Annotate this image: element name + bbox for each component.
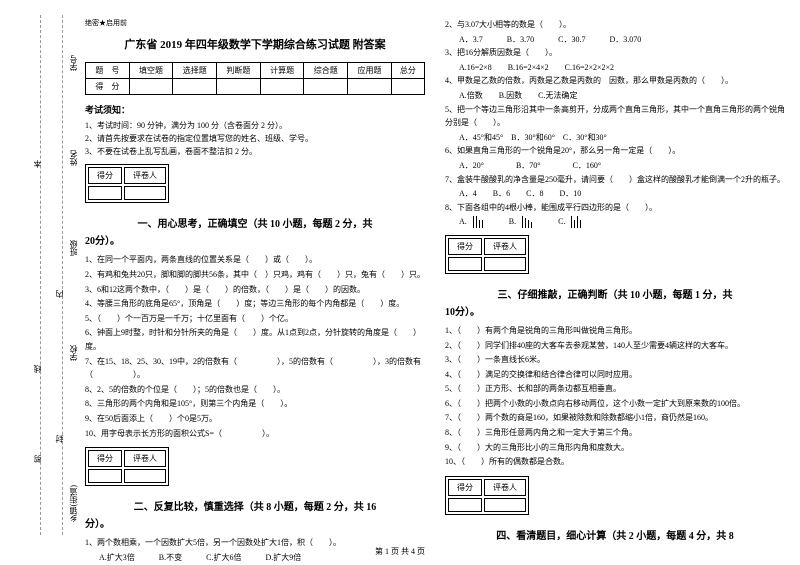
select-question: 2、与3.07大小相等的数是（ ）。 (445, 18, 785, 32)
judge-question: 9、（ ）大的三角形比小的三角形内角和度数大。 (445, 441, 785, 455)
judge-question: 1、（ ）有两个角是锐角的三角形叫做锐角三角形。 (445, 324, 785, 338)
page-footer: 第 1 页 共 4 页 (0, 546, 800, 557)
fill-question: 1、在同一个平面内，两条直线的位置关系是（ ）或（ ）。 (85, 253, 425, 267)
label-class: 班级 (68, 240, 79, 256)
notice-item: 3、不要在试卷上乱写乱画，卷面不整洁扣 2 分。 (85, 146, 425, 159)
section-2-title-cont: 分）。 (85, 515, 425, 530)
select-options: A．20° B．70° C．160° (459, 159, 785, 173)
column-right: 2、与3.07大小相等的数是（ ）。A．3.7 B．3.70 C．30.7 D．… (445, 18, 785, 564)
cut-label-4: 封 (54, 435, 65, 443)
fill-question: 6、钟面上9时整，时针和分针所夹的角是（ ）度。从1点到2点，分针旋转的角度是（… (85, 326, 425, 353)
select-questions: 2、与3.07大小相等的数是（ ）。A．3.7 B．3.70 C．30.7 D．… (445, 18, 785, 214)
section-2-title: 二、反复比较，慎重选择（共 8 小题，每题 2 分，共 16 (85, 498, 425, 513)
label-studentid: 学号 (68, 55, 79, 71)
section-4-title: 四、看清题目，细心计算（共 2 小题，每题 4 分，共 8 (445, 527, 785, 542)
label-name: 姓名 (68, 150, 79, 166)
binding-sidebar: 学号 姓名 班级 学校 乡镇(街道) 本 内 线 封 剪 (12, 15, 77, 535)
select-options: A．3.7 B．3.70 C．30.7 D．3.070 (459, 33, 785, 47)
fill-question: 3、6和12这两个数中，（ ）是（ ）的倍数，（ ）是（ ）的因数。 (85, 283, 425, 297)
notice-header: 考试须知： (85, 103, 425, 116)
grade-box-2: 得分评卷人 (85, 447, 169, 486)
section-3-title-cont: 10分）。 (445, 303, 785, 318)
select-options: A.倍数 B.因数 C.无法确定 (459, 89, 785, 103)
dash-line-2 (62, 15, 63, 535)
select-question: 4、甲数是乙数的倍数，丙数是乙数是丙数的 因数，那么甲数是丙数的（ ）。 (445, 74, 785, 88)
cut-label-2: 内 (54, 290, 65, 298)
select-options: A．4 B．6 C．8 D．10 (459, 187, 785, 201)
judge-question: 2、（ ）同学们排40座的大客车去参观某营，140人至少需要4辆这样的大客车。 (445, 339, 785, 353)
cut-label-1: 本 (32, 160, 43, 168)
judge-question: 4、（ ）满足的交换律和结合律合律可以同时应用。 (445, 368, 785, 382)
fill-questions: 1、在同一个平面内，两条直线的位置关系是（ ）或（ ）。2、有鸡和兔共20只，脚… (85, 253, 425, 440)
fill-question: 7、在15、18、25、30、19中，2的倍数有（ ），5的倍数有（ ），3的倍… (85, 355, 425, 382)
bars-c (571, 216, 581, 228)
select-question: 8、下面各组中的4根小棒，能围成平行四边形的是（ ）。 (445, 201, 785, 215)
cut-label-3: 线 (32, 365, 43, 373)
notice-item: 2、请首先按要求在试卷的指定位置填写您的姓名、班级、学号。 (85, 133, 425, 146)
judge-question: 6、（ ）把两个小数的小数点向右移动两位，这个小数一定扩大到原来数的100倍。 (445, 397, 785, 411)
score-table: 题 号填空题选择题判断题计算题综合题应用题总分 得 分 (85, 62, 425, 95)
judge-question: 7、（ ）两个数的商是160，如果被除数和除数都缩小1倍，商仍然是160。 (445, 411, 785, 425)
fill-question: 10、用字母表示长方形的面积公式S=（ ）。 (85, 427, 425, 441)
fill-question: 8、2、5的倍数的个位是（ ）；5的倍数也是（ ）。 (85, 383, 425, 397)
page-content: 绝密★启用前 广东省 2019 年四年级数学下学期综合练习试题 附答案 题 号填… (85, 18, 785, 564)
judge-question: 8、（ ）三角形任意两内角之和一定大于第三个角。 (445, 426, 785, 440)
fill-question: 4、等腰三角形的底角是65°，顶角是（ ）度；等边三角形的每个内角都是（ ）度。 (85, 297, 425, 311)
judge-question: 3、（ ）一条直线长6米。 (445, 353, 785, 367)
fill-question: 8、三角形的两个内角和是105°，则第三个内角是（ ）。 (85, 397, 425, 411)
cut-label-5: 剪 (32, 455, 43, 463)
section-3-title: 三、仔细推敲，正确判断（共 10 小题，每题 1 分，共 (445, 286, 785, 301)
select-question: 5、把一个等边三角形沿其中一条高剪开，分成两个直角三角形，其中一个直角三角形的两… (445, 103, 785, 130)
grade-box-4: 得分评卷人 (445, 476, 529, 515)
select-question: 7、盒装牛酸酸乳的净含量是250毫升，请问要（ ）盒这样的酸酸乳才能倒满一个2升… (445, 173, 785, 187)
exam-title: 广东省 2019 年四年级数学下学期综合练习试题 附答案 (85, 36, 425, 52)
grade-box-3: 得分评卷人 (445, 235, 529, 274)
notice-list: 1、考试时间：90 分钟，满分为 100 分（含卷面分 2 分）。 2、请首先按… (85, 120, 425, 158)
section-1-title: 一、用心思考，正确填空（共 10 小题，每题 2 分，共 (85, 215, 425, 230)
seal-text: 绝密★启用前 (85, 18, 425, 28)
judge-question: 5、（ ）正方形、长和部的两条边都互相垂直。 (445, 382, 785, 396)
select-options: A.16=2×8 B.16=2×4×2 C.16=2×2×2×2 (459, 61, 785, 75)
select-options: A．45°和45° B．30°和60° C．30°和30° (459, 131, 785, 145)
bars-b (522, 216, 532, 228)
fill-question: 5、（ ）个一百万是一千万；十亿里面有（ ）个亿。 (85, 312, 425, 326)
column-left: 绝密★启用前 广东省 2019 年四年级数学下学期综合练习试题 附答案 题 号填… (85, 18, 425, 564)
label-school: 学校 (68, 345, 79, 361)
bars-a (473, 216, 483, 228)
fill-question: 2、有鸡和兔共20只，脚和脚的脚共56条，其中（ ）只鸡，鸡有（ ）只，兔有（ … (85, 268, 425, 282)
fill-question: 9、在50后面添上（ ）个0是5万。 (85, 412, 425, 426)
section-1-title-cont: 20分）。 (85, 232, 425, 247)
label-town: 乡镇(街道) (68, 485, 79, 522)
bars-options: A. B. C. (459, 215, 785, 229)
select-question: 3、把16分解质因数是（ ）。 (445, 46, 785, 60)
grade-box-1: 得分评卷人 (85, 164, 169, 203)
judge-question: 10、（ ）所有的偶数都是合数。 (445, 455, 785, 469)
score-row-label: 得 分 (86, 79, 130, 95)
notice-item: 1、考试时间：90 分钟，满分为 100 分（含卷面分 2 分）。 (85, 120, 425, 133)
select-question: 6、如果直角三角形的一个锐角是20°，那么另一角一定是（ ）。 (445, 144, 785, 158)
judge-questions: 1、（ ）有两个角是锐角的三角形叫做锐角三角形。2、（ ）同学们排40座的大客车… (445, 324, 785, 469)
